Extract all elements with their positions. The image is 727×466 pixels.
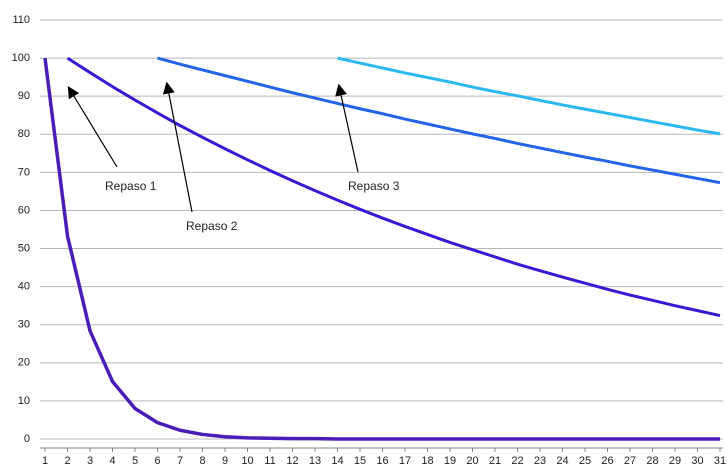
- x-tick-label: 14: [331, 455, 343, 466]
- x-tick-label: 21: [489, 455, 501, 466]
- x-tick-label: 2: [64, 455, 70, 466]
- x-tick-label: 19: [444, 455, 456, 466]
- y-tick-label: 50: [18, 242, 30, 254]
- x-tick-label: 17: [399, 455, 411, 466]
- x-tick-label: 31: [714, 455, 726, 466]
- series-line: [157, 56, 721, 185]
- x-tick-label: 9: [222, 455, 228, 466]
- x-tick-label: 23: [534, 455, 546, 466]
- x-tick-label: 3: [87, 455, 93, 466]
- x-tick-label: 27: [624, 455, 636, 466]
- annotation: Repaso 3: [348, 179, 400, 193]
- y-tick-label: 70: [18, 166, 30, 178]
- x-tick-label: 29: [669, 455, 681, 466]
- x-tick-label: 18: [421, 455, 433, 466]
- x-tick-label: 30: [691, 455, 703, 466]
- y-tick-label: 110: [12, 14, 30, 26]
- x-tick-label: 8: [199, 455, 205, 466]
- x-tick-label: 22: [511, 455, 523, 466]
- x-tick-label: 10: [241, 455, 253, 466]
- x-tick-label: 24: [556, 455, 568, 466]
- x-tick-label: 20: [466, 455, 478, 466]
- x-tick-label: 28: [646, 455, 658, 466]
- x-tick-label: 16: [376, 455, 388, 466]
- x-tick-label: 4: [109, 455, 115, 466]
- y-tick-label: 10: [18, 395, 30, 407]
- series-line: [43, 57, 720, 441]
- x-tick-label: 12: [286, 455, 298, 466]
- series-line: [337, 56, 721, 136]
- x-tick-label: 15: [354, 455, 366, 466]
- y-tick-label: 30: [18, 319, 30, 331]
- series-line: [66, 56, 721, 318]
- y-tick-label: 20: [18, 357, 30, 369]
- x-tick-label: 6: [154, 455, 160, 466]
- x-tick-label: 5: [132, 455, 138, 466]
- y-tick-label: 40: [18, 281, 30, 293]
- annotation: Repaso 1: [105, 179, 157, 193]
- x-tick-label: 26: [601, 455, 613, 466]
- annotation-arrow: [162, 81, 193, 213]
- y-tick-label: 90: [18, 90, 30, 102]
- x-tick-label: 1: [42, 455, 48, 466]
- y-tick-label: 0: [24, 433, 30, 445]
- annotation-arrow: [67, 85, 118, 168]
- x-tick-label: 25: [579, 455, 591, 466]
- x-tick-label: 11: [264, 455, 275, 466]
- y-tick-label: 100: [12, 52, 30, 64]
- annotation: Repaso 2: [186, 219, 238, 233]
- x-tick-label: 7: [177, 455, 183, 466]
- y-tick-label: 80: [18, 128, 30, 140]
- y-tick-label: 60: [18, 204, 30, 216]
- x-tick-label: 13: [309, 455, 321, 466]
- annotation-arrow: [335, 83, 359, 173]
